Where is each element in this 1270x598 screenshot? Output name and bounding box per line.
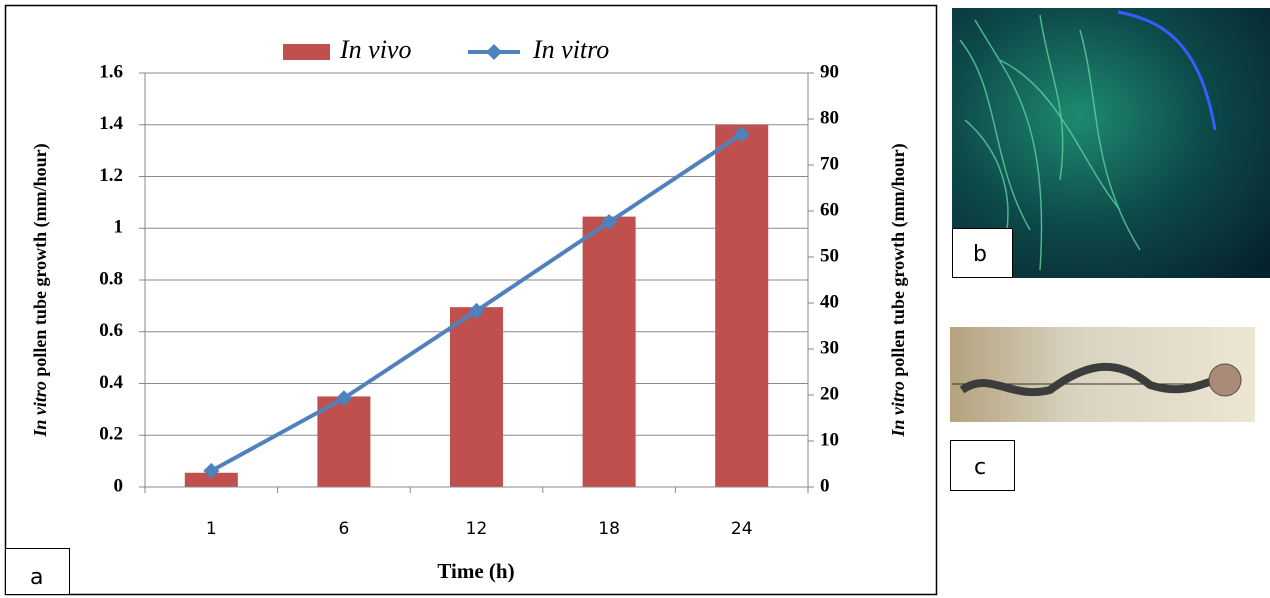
y-tick-label: 1 (114, 217, 124, 238)
y2-tick-label: 50 (820, 245, 839, 266)
x-tick-label: 6 (338, 519, 349, 539)
figure: a b c Time (h) In vitro pollen tube grow… (0, 0, 1270, 598)
y-tick-label: 0.8 (99, 268, 123, 289)
legend-label: In vivo (339, 35, 411, 64)
x-tick-label: 24 (731, 519, 753, 539)
y2-tick-label: 30 (820, 337, 839, 358)
y2-axis-title-italic: In vitro (888, 381, 908, 438)
y-tick-label: 1.4 (99, 113, 123, 134)
y2-axis-title: In vitro pollen tube growth (mm/hour) (888, 143, 909, 437)
x-axis-title: Time (h) (437, 559, 514, 583)
x-tick-label: 18 (598, 519, 620, 539)
y-axis-title-rest: pollen tube growth (mm/hour) (30, 143, 51, 376)
y-axis-title: In vitro pollen tube growth (mm/hour) (30, 143, 51, 437)
y2-tick-label: 60 (820, 199, 839, 220)
y-tick-label: 0.2 (99, 424, 123, 445)
y-tick-label: 0 (114, 475, 124, 496)
pollen-grain (1209, 364, 1241, 396)
y2-tick-label: 40 (820, 291, 839, 312)
x-tick-label: 1 (206, 519, 217, 539)
y2-tick-label: 70 (820, 153, 839, 174)
y-tick-label: 0.6 (99, 320, 123, 341)
bar (583, 217, 636, 487)
bar (715, 125, 768, 487)
panel-label: a (30, 565, 43, 590)
y-axis-title-italic: In vitro (30, 381, 50, 438)
legend-label: In vitro (532, 35, 609, 64)
y2-tick-label: 80 (820, 107, 839, 128)
y2-tick-label: 20 (820, 383, 839, 404)
panel-label: c (974, 455, 986, 480)
legend-swatch (283, 44, 330, 60)
y2-axis-title-rest: pollen tube growth (mm/hour) (888, 143, 909, 376)
panel-label: b (973, 242, 987, 267)
y-tick-label: 1.6 (99, 61, 123, 82)
x-tick-label: 12 (466, 519, 488, 539)
micrograph-c (950, 327, 1255, 422)
y-tick-label: 1.2 (99, 165, 123, 186)
y2-tick-label: 10 (820, 429, 839, 450)
y2-tick-label: 90 (820, 61, 839, 82)
y2-tick-label: 0 (820, 475, 830, 496)
bar (450, 307, 503, 487)
y-tick-label: 0.4 (99, 372, 123, 393)
